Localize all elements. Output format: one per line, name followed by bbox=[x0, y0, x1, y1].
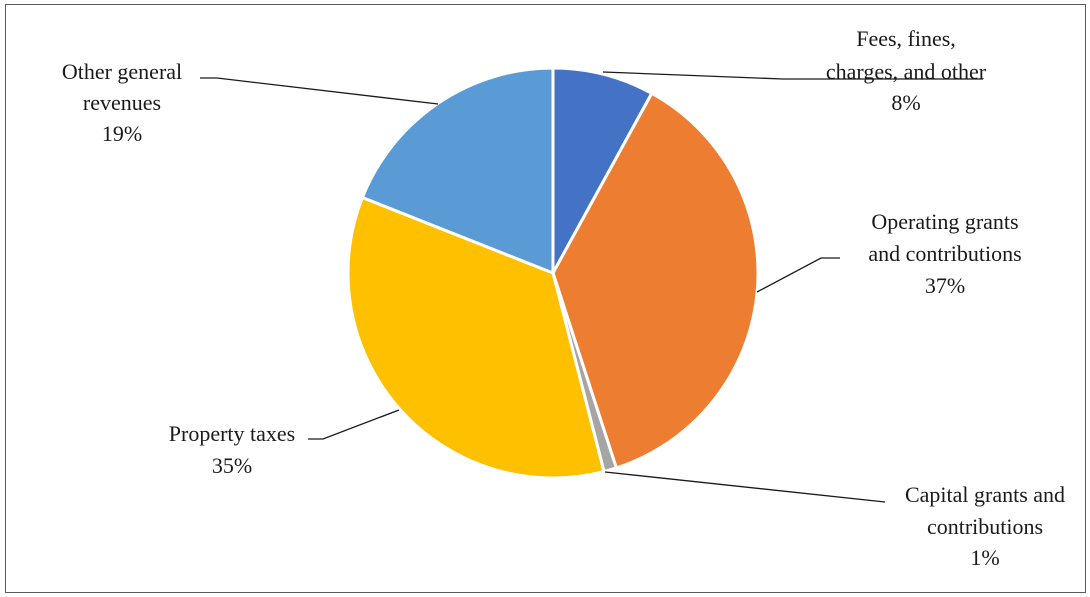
slice-percent-label-2: 1% bbox=[970, 545, 999, 570]
leader-line-4 bbox=[200, 77, 439, 105]
slice-label-1-line-1: and contributions bbox=[868, 241, 1021, 266]
leader-lines bbox=[200, 71, 983, 503]
pie-slice-0 bbox=[551, 66, 654, 275]
pie-slices bbox=[346, 66, 760, 480]
slice-percent-label-3: 35% bbox=[212, 453, 252, 478]
slice-label-1-line-0: Operating grants bbox=[871, 209, 1018, 234]
slice-percent-label-1: 37% bbox=[925, 273, 965, 298]
pie-slice-1 bbox=[551, 91, 760, 470]
leader-line-0 bbox=[602, 71, 983, 80]
slice-label-4-line-0: Other general bbox=[62, 59, 182, 84]
slice-label-2-line-0: Capital grants and bbox=[905, 482, 1065, 507]
slice-label-3-line-0: Property taxes bbox=[169, 421, 295, 446]
slice-percent-label-4: 19% bbox=[102, 121, 142, 146]
pie-slice-3 bbox=[346, 196, 606, 480]
slice-label-0-line-1: charges, and other bbox=[826, 59, 987, 84]
slice-labels: Fees, fines, charges, and other 8% Operatin… bbox=[62, 26, 1065, 570]
slice-label-0-line-0: Fees, fines, bbox=[856, 26, 956, 51]
leader-line-2 bbox=[604, 471, 886, 503]
slice-label-4-line-1: revenues bbox=[83, 90, 161, 115]
slice-label-2-line-1: contributions bbox=[927, 514, 1043, 539]
leader-line-1 bbox=[756, 257, 840, 293]
leader-line-3 bbox=[308, 409, 400, 440]
slice-percent-label-0: 8% bbox=[891, 90, 920, 115]
